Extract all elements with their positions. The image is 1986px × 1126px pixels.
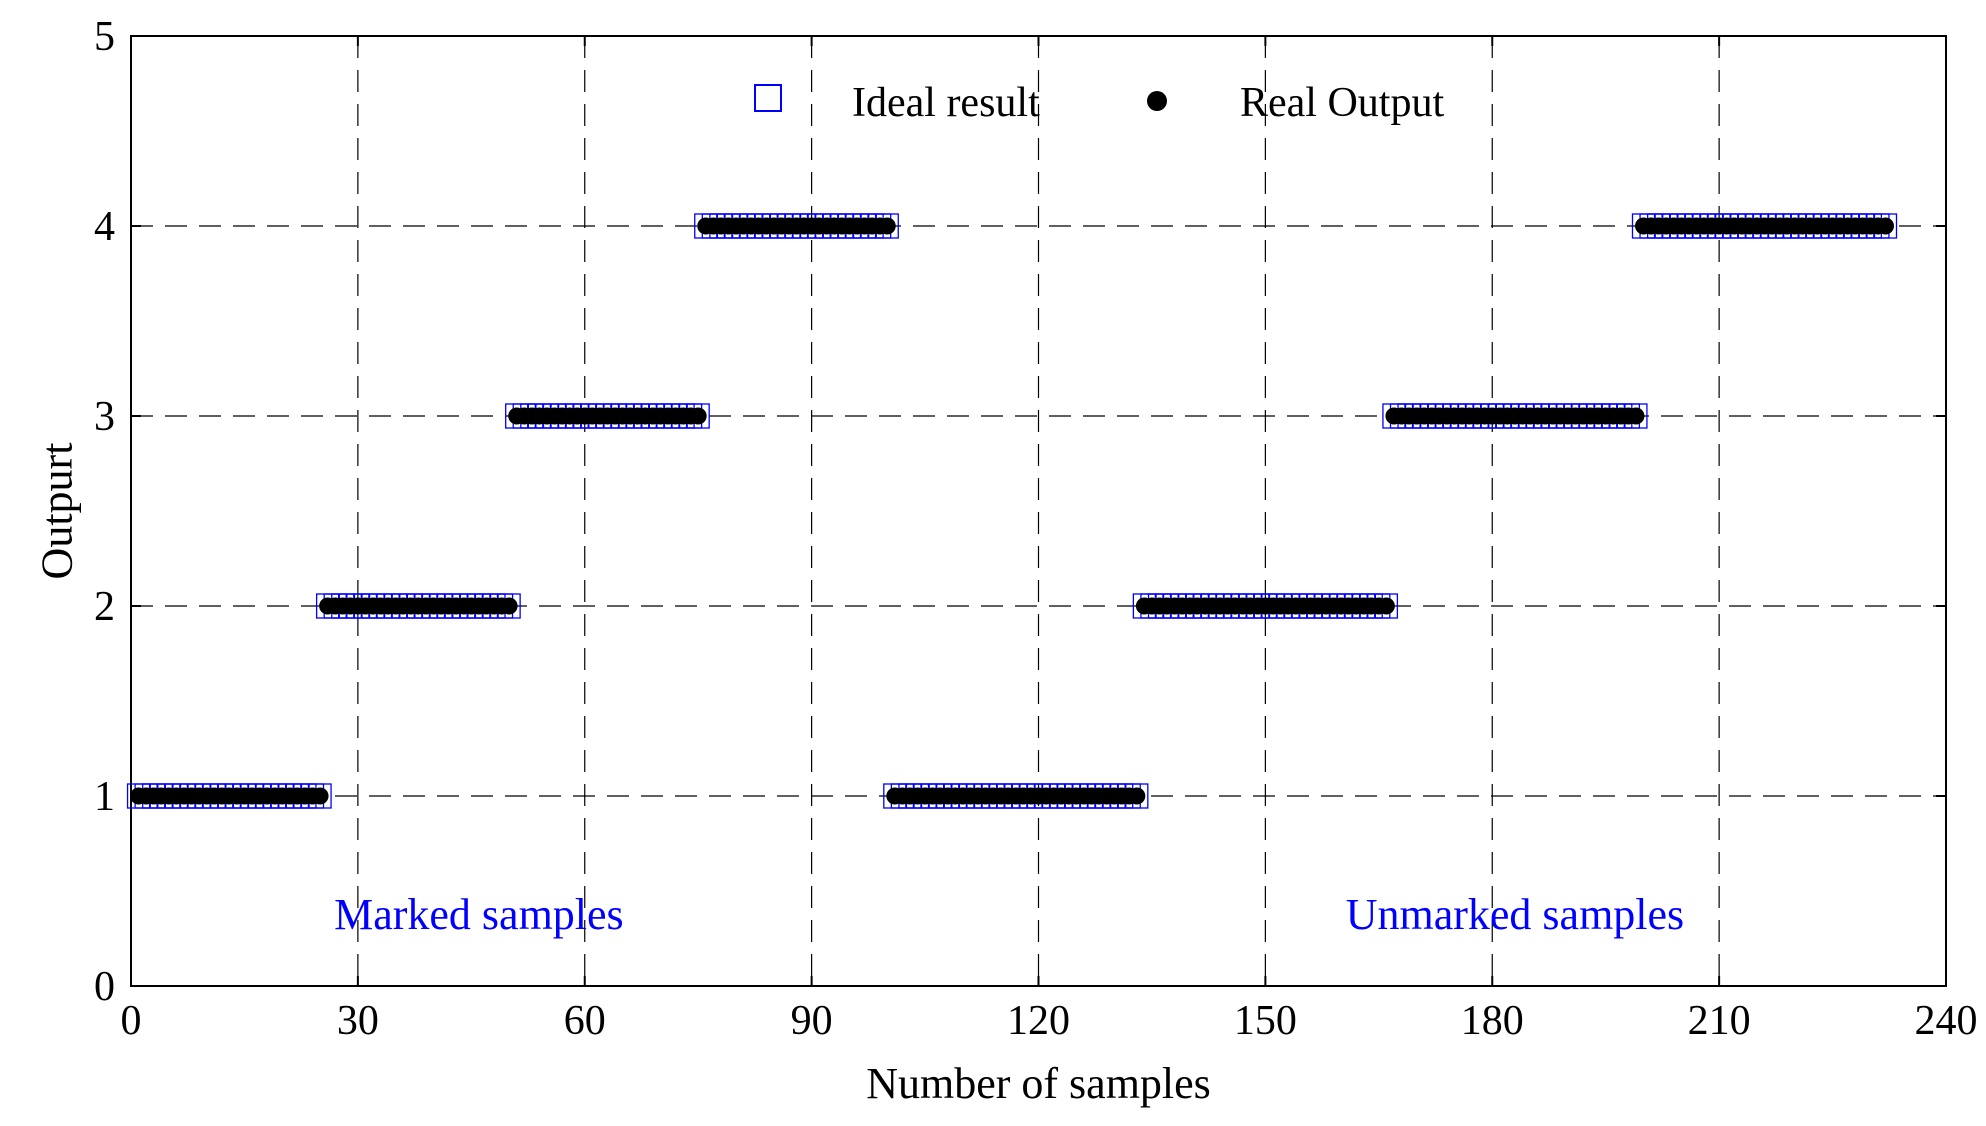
real-output-point: [500, 597, 518, 615]
x-tick-label: 30: [337, 998, 379, 1044]
y-tick-label: 0: [94, 964, 115, 1010]
legend: Ideal result Real Output: [754, 80, 1444, 126]
series-real-output: [130, 217, 1894, 805]
grid-lines: [131, 36, 1946, 986]
annotation-marked-samples: Marked samples: [334, 890, 624, 939]
y-tick-label: 5: [94, 14, 115, 60]
real-output-point: [1128, 787, 1146, 805]
x-tick-label: 210: [1688, 998, 1751, 1044]
x-tick-label: 150: [1234, 998, 1297, 1044]
x-axis-label: Number of samples: [866, 1059, 1211, 1108]
x-tick-label: 180: [1461, 998, 1524, 1044]
real-output-point: [689, 407, 707, 425]
real-output-point: [1377, 597, 1395, 615]
y-axis-label: Outpurt: [32, 443, 81, 580]
annotation-unmarked-samples: Unmarked samples: [1346, 890, 1684, 939]
real-output-point: [878, 217, 896, 235]
real-output-point: [1627, 407, 1645, 425]
legend-ideal-marker: [754, 84, 782, 112]
y-tick-label: 3: [94, 394, 115, 440]
real-output-point: [1877, 217, 1894, 235]
x-tick-label: 90: [791, 998, 833, 1044]
y-tick-label: 4: [94, 204, 115, 250]
x-tick-label: 60: [564, 998, 606, 1044]
real-output-point: [311, 787, 329, 805]
y-tick-label: 1: [94, 774, 115, 820]
y-tick-label: 2: [94, 584, 115, 630]
x-tick-label: 120: [1007, 998, 1070, 1044]
axis-ticks: 0 30 60 90 120 150 180 210 240 0 1 2 3 4 5: [94, 14, 1978, 1044]
legend-real-marker: [1147, 91, 1167, 111]
x-tick-label: 0: [121, 998, 142, 1044]
legend-ideal-label: Ideal result: [852, 80, 1040, 126]
x-tick-label: 240: [1915, 998, 1978, 1044]
legend-real-label: Real Output: [1240, 80, 1444, 126]
series-ideal-result: [126, 213, 1898, 809]
